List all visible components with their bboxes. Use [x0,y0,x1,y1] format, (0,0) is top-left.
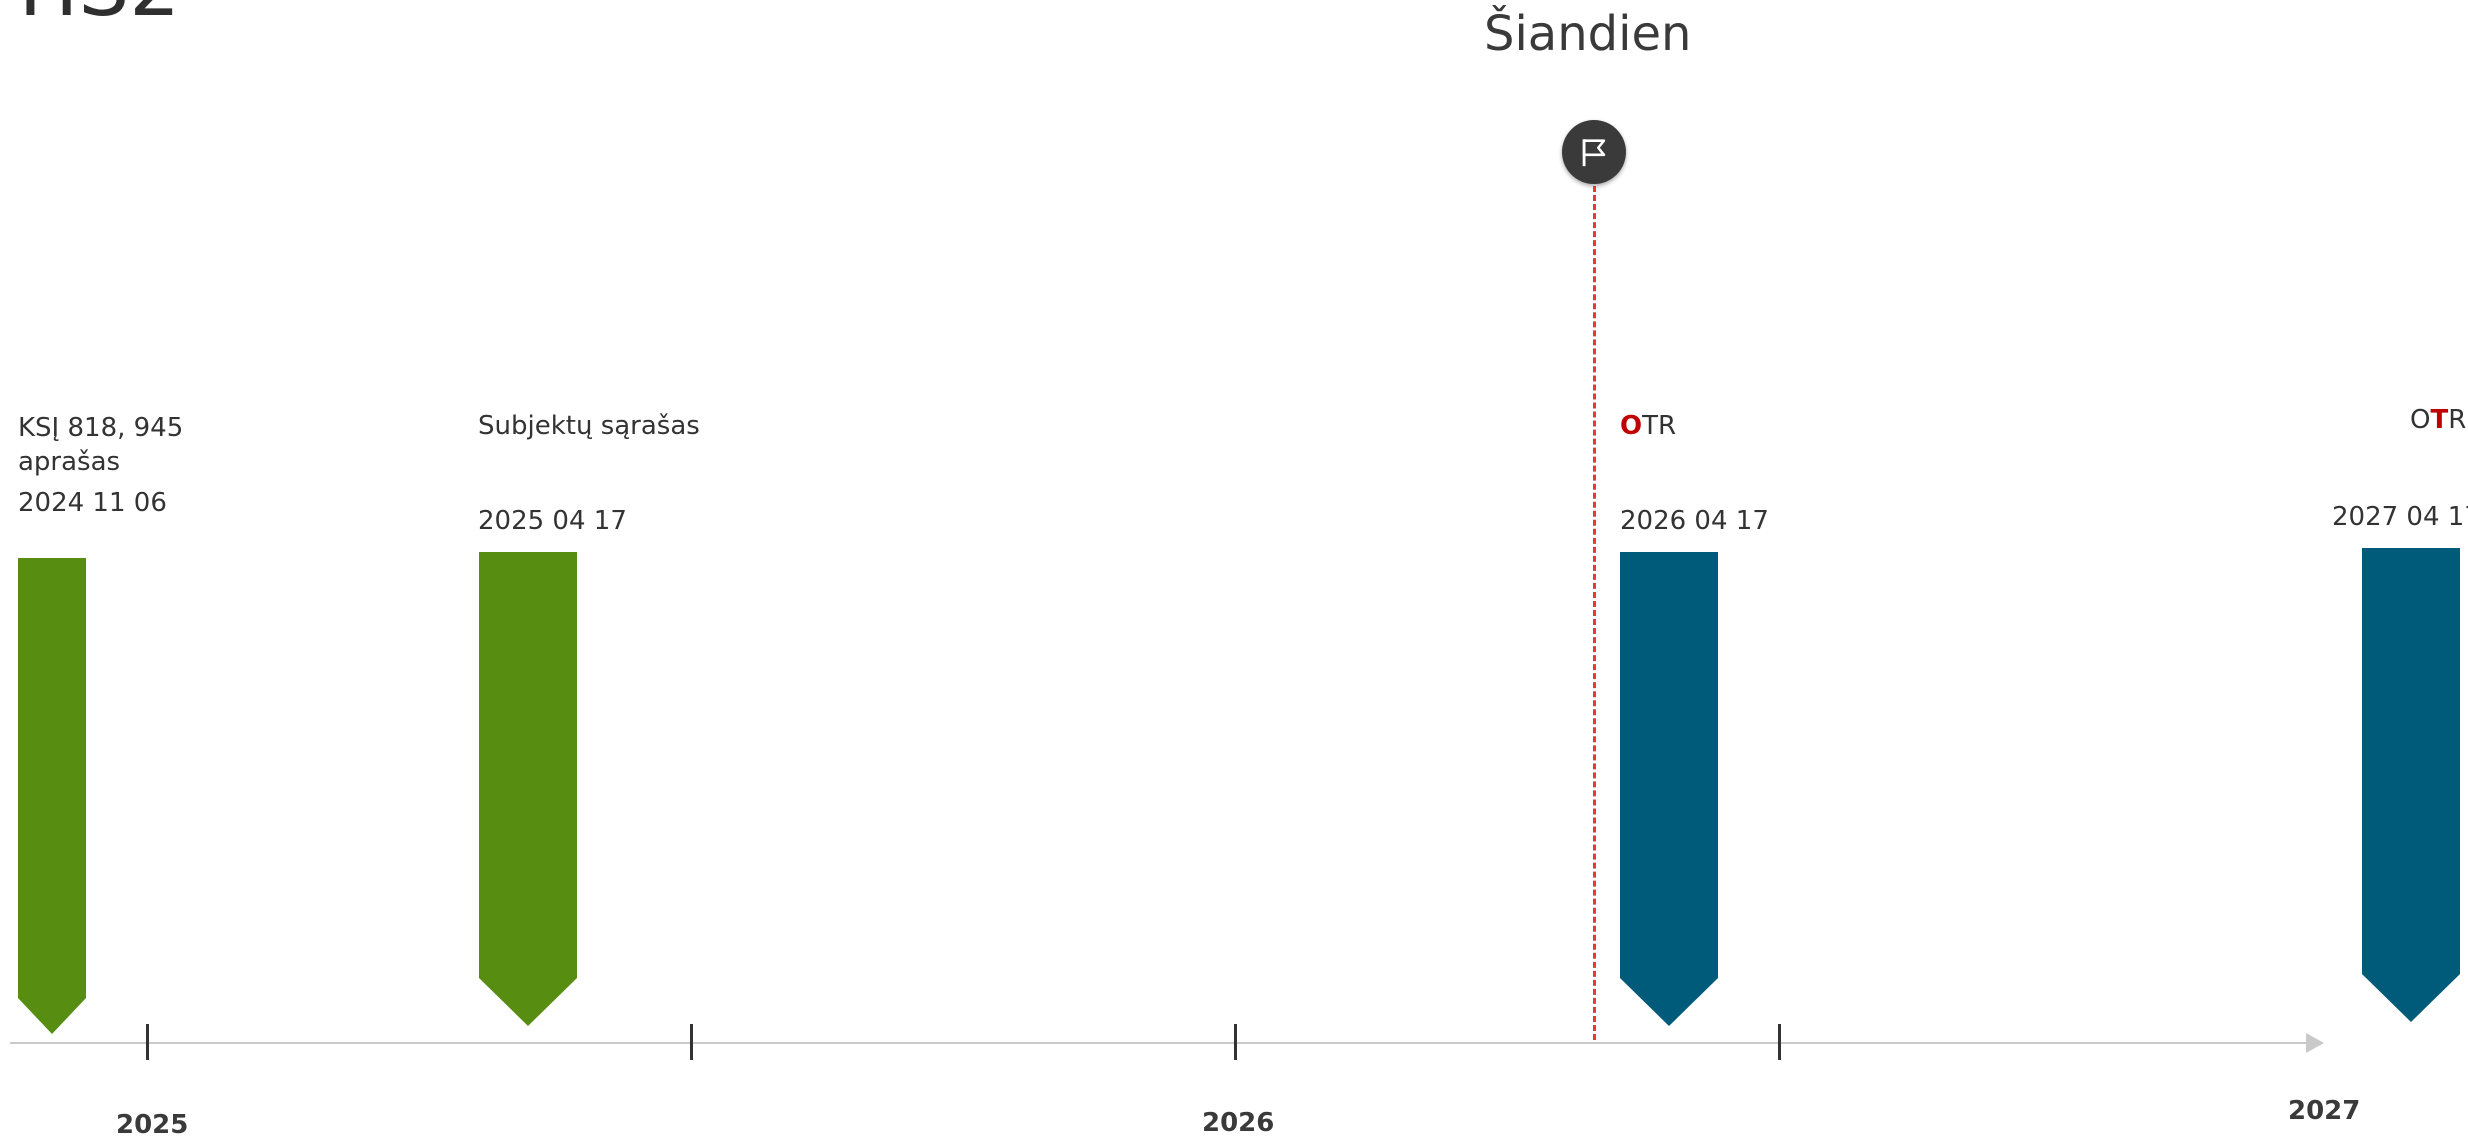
milestone-marker-subjektu [479,552,577,1026]
milestone-date-subjektu: 2025 04 17 [478,506,627,536]
otr-highlight: T [2430,405,2449,435]
milestone-date-otr-2026: 2026 04 17 [1620,506,1769,536]
otr-rest: TR [1642,411,1677,441]
timeline-axis [10,1042,2320,1044]
axis-year-label: 2027 [2288,1096,2361,1126]
otr-highlight: O [1620,411,1643,441]
axis-tick [146,1024,149,1060]
milestone-title-otr-2026: OTR [1620,410,1676,444]
milestone-title-subjektu: Subjektų sąrašas [478,411,700,441]
axis-tick [690,1024,693,1060]
axis-tick [1234,1024,1237,1060]
today-line [1593,186,1596,1040]
today-label: Šiandien [1484,6,1692,62]
page-title: TIS2 [6,0,180,28]
milestone-marker-otr-2026 [1620,552,1718,1026]
milestone-title-otr-2027: OTR [2410,404,2466,438]
otr-o: O [2410,405,2431,435]
milestone-marker-ksi [18,558,86,1034]
milestone-title-line1: KSĮ 818, 945 [18,413,184,443]
axis-tick [1778,1024,1781,1060]
axis-year-label: 2025 [116,1110,189,1140]
milestone-date-otr-2027: 2027 04 17 [2332,502,2468,532]
axis-year-label: 2026 [1202,1108,1275,1138]
flag-icon[interactable] [1562,120,1626,184]
otr-r: R [2448,405,2467,435]
arrow-right-icon [2306,1033,2324,1053]
milestone-title-line2: aprašas [18,446,121,477]
milestone-date-ksi: 2024 11 06 [18,488,167,518]
milestone-marker-otr-2027 [2362,548,2460,1022]
milestone-title-ksi: KSĮ 818, 945 aprašas [18,412,183,480]
